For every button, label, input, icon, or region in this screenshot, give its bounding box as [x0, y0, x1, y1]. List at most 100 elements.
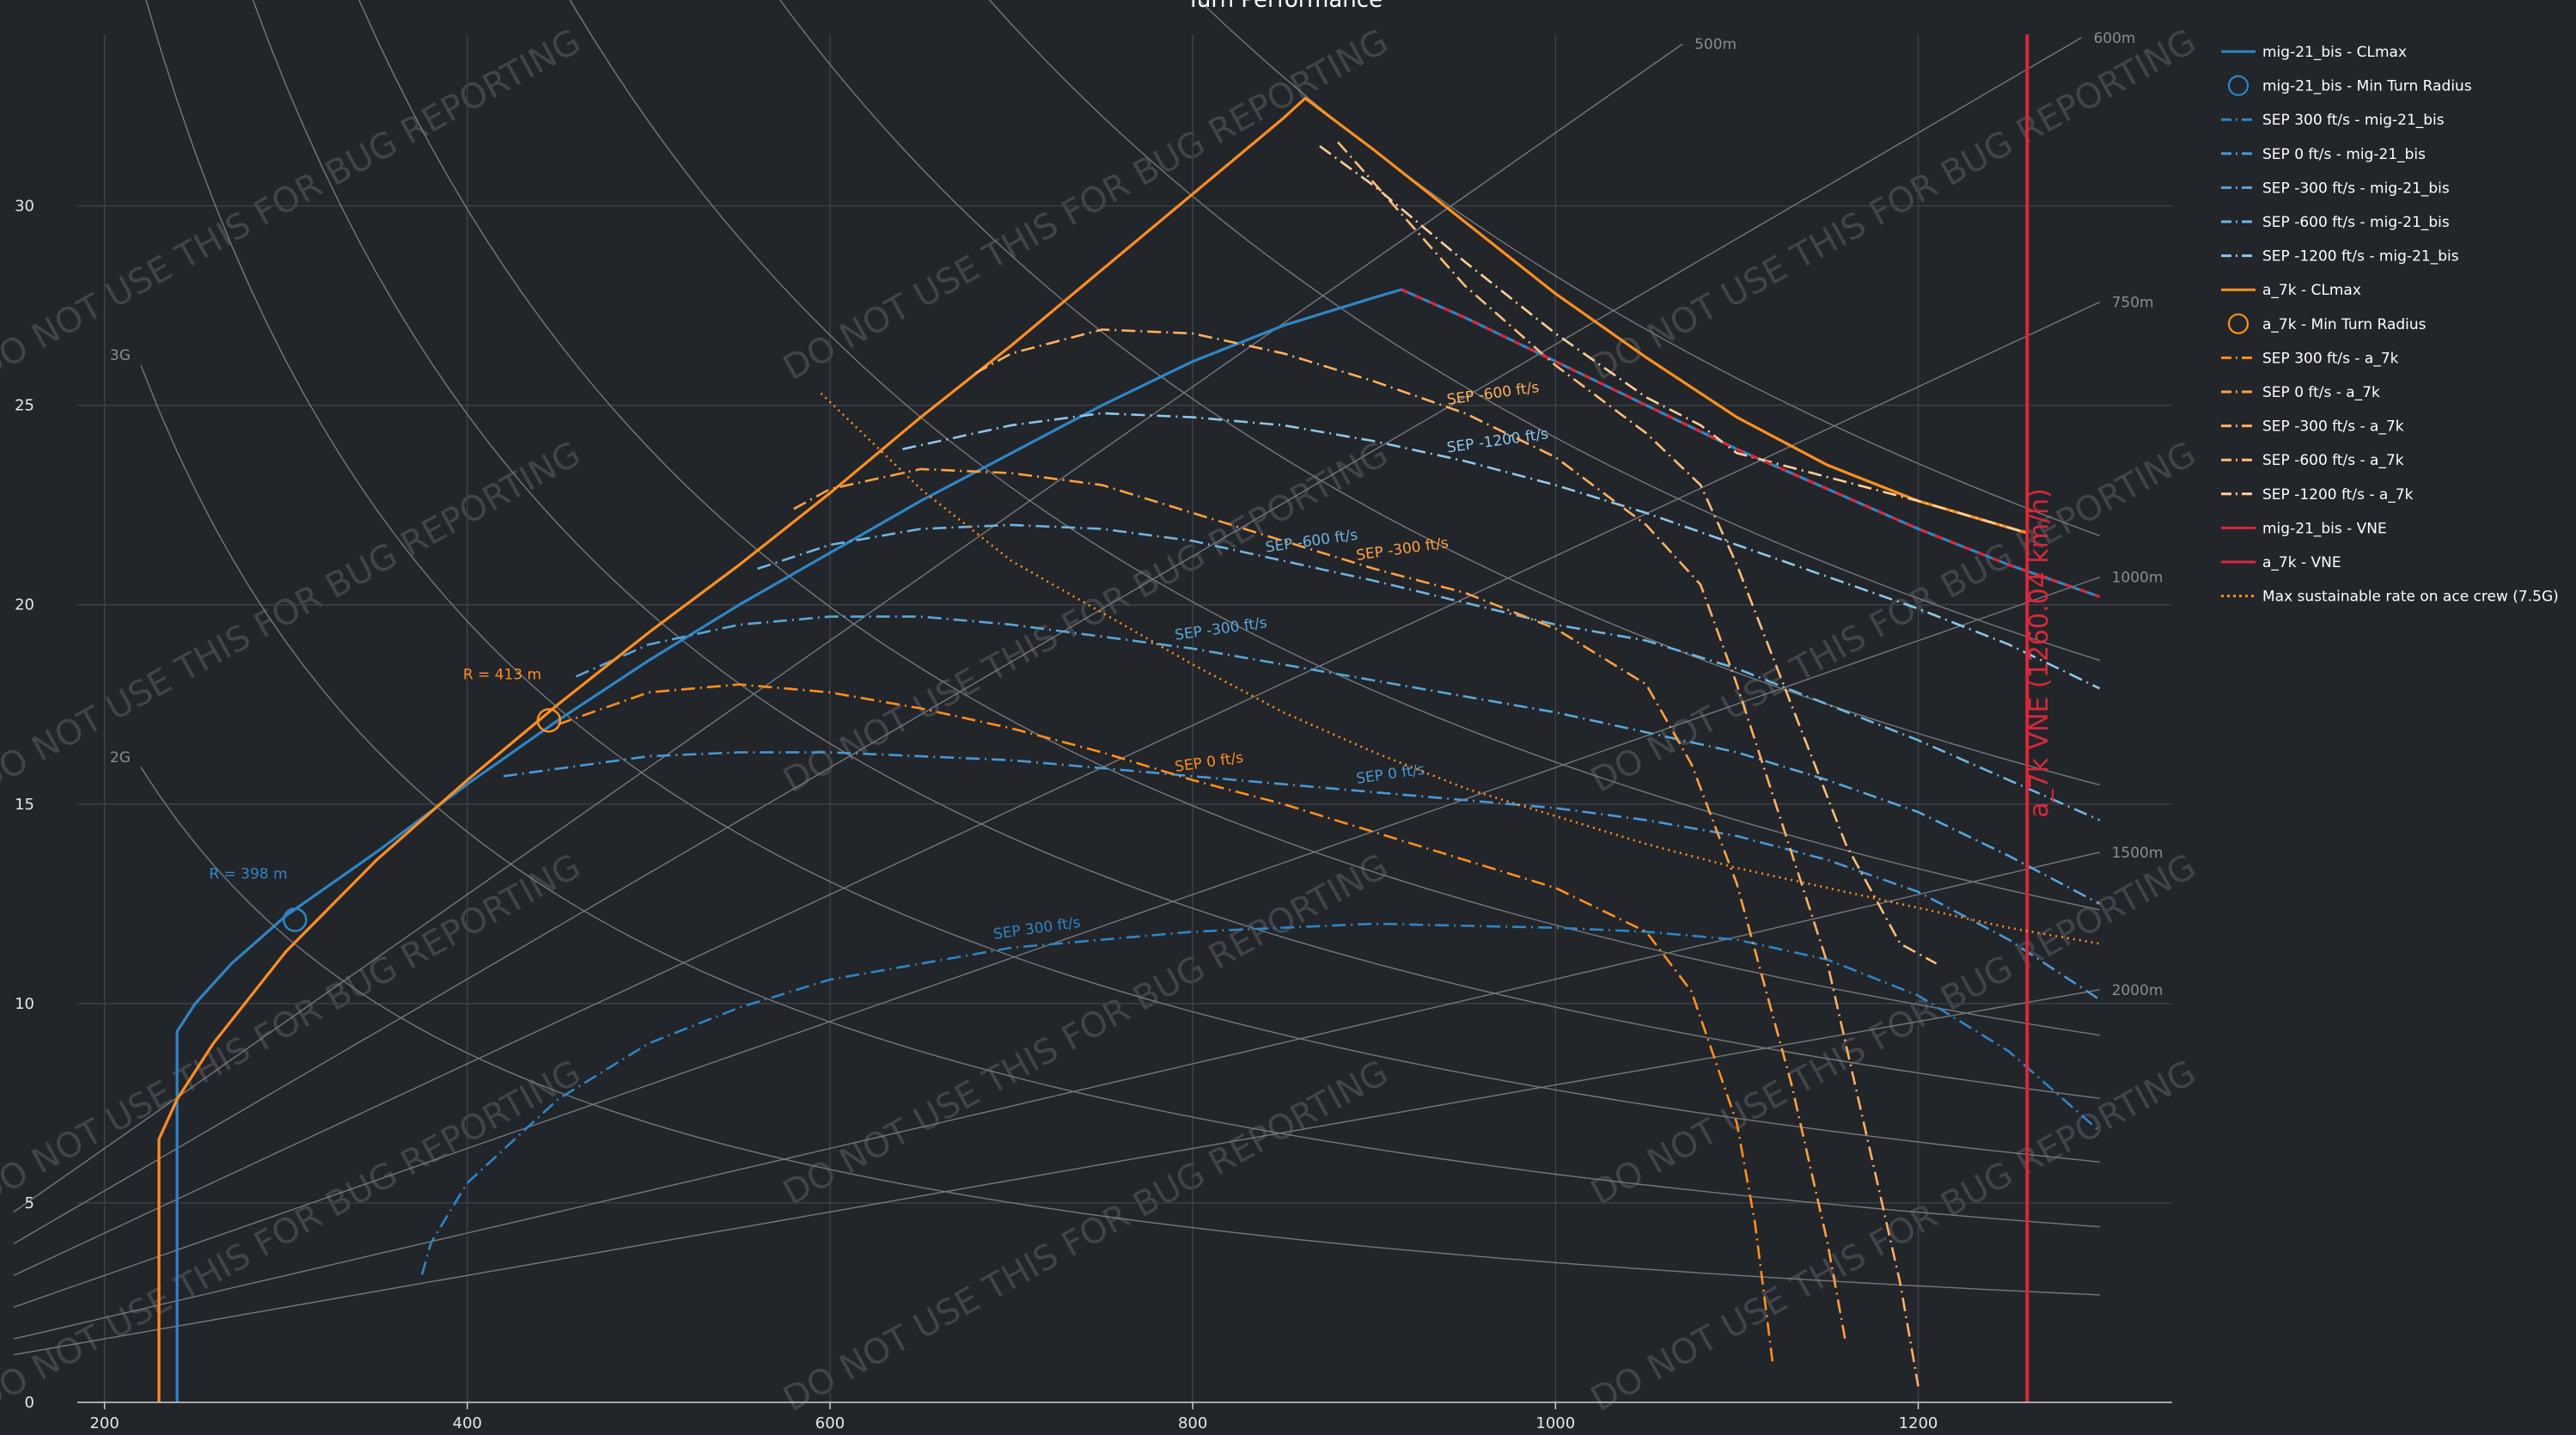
- radius-iso-line: [13, 301, 2100, 1276]
- legend-item: SEP 0 ft/s - mig-21_bis: [2221, 146, 2426, 163]
- series-a-7k-min-turn-radius-marker: [536, 708, 562, 733]
- g-iso-line: [988, 0, 2100, 662]
- legend: mig-21_bis - CLmax mig-21_bis - Min Turn …: [2221, 44, 2559, 606]
- y-tick-label: 10: [15, 995, 34, 1013]
- y-tick-label: 20: [15, 596, 34, 614]
- series-sep-0-ft-s-a-7k-line: [793, 467, 1847, 1343]
- radius-iso-line: [13, 989, 2100, 1356]
- series-sep-1200-ft-s-a-7k-line: [1319, 144, 2028, 534]
- y-tick-label: 0: [25, 1394, 34, 1412]
- y-tick-label: 25: [15, 397, 34, 415]
- y-tick-label: 5: [25, 1194, 34, 1212]
- legend-item: a_7k - VNE: [2221, 554, 2341, 571]
- legend-item: SEP -600 ft/s - a_7k: [2221, 452, 2404, 469]
- g-iso-line: [252, 0, 2100, 1099]
- watermark-text: DO NOT USE THIS FOR BUG REPORTING: [1584, 846, 2202, 1213]
- series-sep-300-ft-s-mig-21-bis-line: [420, 922, 2101, 1275]
- radius-iso-line: [13, 577, 2100, 1308]
- legend-label: SEP 0 ft/s - mig-21_bis: [2262, 146, 2426, 163]
- legend-item: SEP -1200 ft/s - a_7k: [2221, 486, 2414, 504]
- watermark-text: DO NOT USE THIS FOR BUG REPORTING: [777, 21, 1395, 388]
- x-tick-label: 600: [815, 1414, 845, 1432]
- legend-label: a_7k - CLmax: [2262, 282, 2361, 299]
- watermark-text: DO NOT USE THIS FOR BUG REPORTING: [1584, 434, 2202, 801]
- radius-iso-label: 600m: [2093, 30, 2135, 47]
- watermark-text: DO NOT USE THIS FOR BUG REPORTING: [0, 1053, 587, 1420]
- radius-iso-label: 750m: [2112, 295, 2154, 312]
- legend-item: mig-21_bis - VNE: [2221, 520, 2387, 537]
- x-tick-label: 1200: [1899, 1414, 1938, 1432]
- legend-label: mig-21_bis - VNE: [2262, 520, 2387, 537]
- radius-iso-label: 1500m: [2112, 845, 2164, 862]
- g-iso-line: [140, 364, 2100, 1228]
- series-sep-300-ft-s-a-7k-line: [557, 683, 1774, 1367]
- x-tick-label: 800: [1178, 1414, 1207, 1432]
- series-sep-0-ft-s-mig-21-bis-label: SEP 0 ft/s: [1355, 761, 1425, 788]
- radius-iso-line: [13, 852, 2100, 1340]
- series-a-7k-min-turn-radius-label: R = 413 m: [463, 666, 541, 683]
- series-mig-21-bis-min-turn-radius-marker: [283, 907, 308, 932]
- g-iso-label: 3G: [110, 347, 131, 364]
- legend-label: SEP 0 ft/s - a_7k: [2262, 384, 2380, 401]
- series-a-7k-clmax-line: [157, 96, 2028, 1402]
- g-iso-line: [778, 0, 2100, 786]
- axes-layer: 200 400 600 800 1000 1200 0 5 10 15 20 25 30: [15, 198, 2172, 1432]
- series-mig-21-bis-vne-line: [1401, 288, 2101, 598]
- g-iso-line: [358, 0, 2100, 1036]
- legend-label: mig-21_bis - Min Turn Radius: [2262, 78, 2472, 95]
- series-sep-0-ft-s-a-7k-label: SEP -300 ft/s: [1355, 534, 1450, 565]
- series-a-7k-vne-label: a_7k VNE (1260.04 km/h): [2024, 488, 2054, 818]
- g-iso-line: [145, 0, 2100, 1163]
- legend-item: SEP 0 ft/s - a_7k: [2221, 384, 2380, 401]
- radius-iso-line: [13, 37, 2082, 1244]
- legend-item: a_7k - CLmax: [2221, 282, 2361, 299]
- x-tick-label: 1000: [1535, 1414, 1575, 1432]
- legend-marker-swatch: [2227, 75, 2249, 96]
- legend-item: a_7k - Min Turn Radius: [2227, 313, 2426, 334]
- legend-item: SEP -600 ft/s - mig-21_bis: [2221, 214, 2450, 231]
- watermark-text: DO NOT USE THIS FOR BUG REPORTING: [0, 846, 587, 1213]
- watermark-text: DO NOT USE THIS FOR BUG REPORTING: [1584, 21, 2202, 388]
- radius-iso-line: [13, 43, 1683, 1212]
- legend-label: SEP -600 ft/s - a_7k: [2262, 452, 2404, 469]
- legend-label: SEP -300 ft/s - a_7k: [2262, 418, 2404, 436]
- legend-item: SEP 300 ft/s - mig-21_bis: [2221, 112, 2445, 129]
- legend-marker-swatch: [2227, 313, 2249, 334]
- y-tick-label: 30: [15, 198, 34, 216]
- legend-label: SEP -1200 ft/s - a_7k: [2262, 486, 2414, 504]
- legend-label: SEP -600 ft/s - mig-21_bis: [2262, 214, 2450, 231]
- watermark-layer: DO NOT USE THIS FOR BUG REPORTING DO NOT …: [0, 21, 2202, 1420]
- x-tick-label: 400: [453, 1414, 482, 1432]
- radius-iso-label: 1000m: [2112, 570, 2164, 587]
- chart-title: Turn Performance: [1186, 0, 1383, 13]
- legend-item: SEP -1200 ft/s - mig-21_bis: [2221, 248, 2459, 266]
- g-iso-line: [140, 766, 2100, 1296]
- x-tick-label: 200: [89, 1414, 119, 1432]
- legend-label: SEP -300 ft/s - mig-21_bis: [2262, 180, 2450, 197]
- series-mig-21-bis-min-turn-radius-label: R = 398 m: [209, 865, 287, 882]
- legend-item: mig-21_bis - Min Turn Radius: [2227, 75, 2472, 96]
- watermark-text: DO NOT USE THIS FOR BUG REPORTING: [777, 846, 1395, 1213]
- series-sep-300-ft-s-mig-21-bis-line: [575, 615, 2101, 905]
- g-iso-label: 2G: [110, 749, 131, 766]
- legend-item: SEP -300 ft/s - a_7k: [2221, 418, 2404, 436]
- legend-label: SEP -1200 ft/s - mig-21_bis: [2262, 248, 2459, 266]
- legend-label: SEP 300 ft/s - a_7k: [2262, 350, 2399, 367]
- legend-item: SEP -300 ft/s - mig-21_bis: [2221, 180, 2450, 197]
- legend-label: a_7k - Min Turn Radius: [2262, 316, 2426, 333]
- series-sep-300-ft-s-a-7k-line: [974, 328, 1920, 1387]
- legend-item: mig-21_bis - CLmax: [2221, 44, 2407, 61]
- g-iso-line: [1198, 0, 2100, 537]
- series-sep-600-ft-s-mig-21-bis-line: [757, 523, 2101, 821]
- legend-item: SEP 300 ft/s - a_7k: [2221, 350, 2399, 367]
- series-max-sustainable-rate-on-ace-crew-7-5g-line: [820, 392, 2100, 945]
- legend-label: mig-21_bis - CLmax: [2262, 44, 2407, 61]
- series-sep-600-ft-s-a-7k-line: [1337, 141, 1938, 965]
- legend-item: Max sustainable rate on ace crew (7.5G): [2221, 589, 2559, 606]
- radius-iso-label: 500m: [1694, 36, 1737, 53]
- iso-lines-layer: 2G3G4G5G6G8G10G12G14G500m600m750m1000m15…: [13, 0, 2164, 1356]
- series-sep-300-ft-s-mig-21-bis-label: SEP -300 ft/s: [1174, 614, 1268, 644]
- y-tick-label: 15: [15, 796, 34, 814]
